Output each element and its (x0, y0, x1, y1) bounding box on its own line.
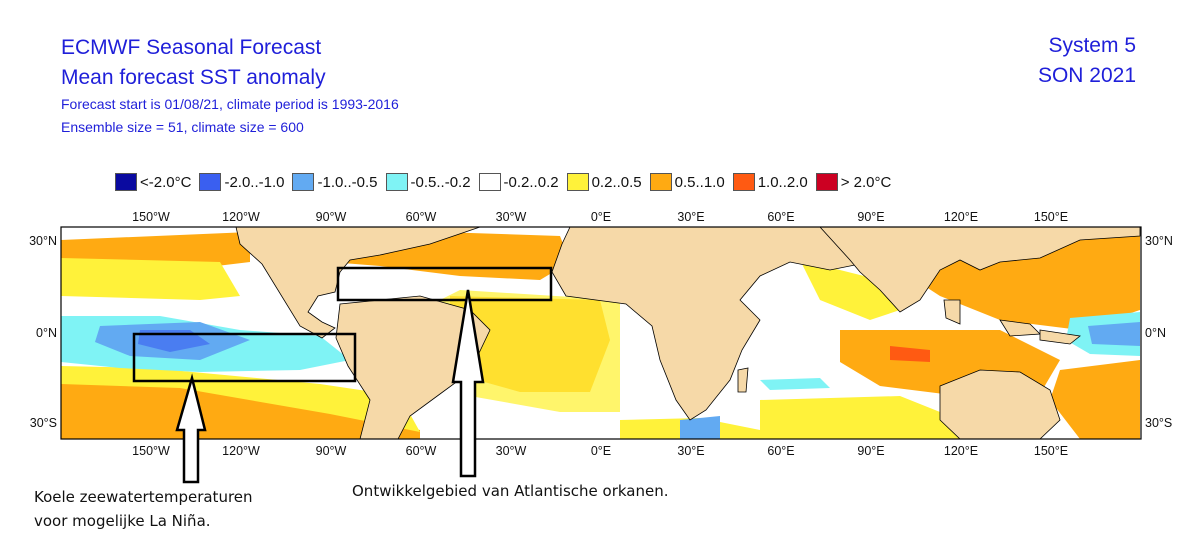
la-nina-box (132, 332, 357, 383)
new-guinea (1039, 329, 1081, 345)
legend-swatch (478, 173, 501, 191)
lat-tick-label: 30°S (30, 416, 57, 430)
highlight-boxes (132, 266, 553, 383)
longitude-labels-top: 150°W 120°W 90°W 60°W 30°W 0°E 30°E 60°E 90°E 120… (132, 210, 1068, 224)
legend-label: -1.0..-0.5 (317, 173, 378, 191)
lon-tick-label: 30°W (496, 444, 527, 458)
lon-tick-label: 0°E (591, 444, 611, 458)
anomaly-patch (760, 378, 830, 390)
lon-tick-label: 90°E (857, 210, 884, 224)
color-legend: <-2.0°C -2.0..-1.0 -1.0..-0.5 -0.5..-0.2 -0.… (115, 172, 899, 192)
legend-label: > 2.0°C (840, 173, 892, 191)
legend-label: -0.5..-0.2 (410, 173, 471, 191)
legend-item: <-2.0°C (115, 173, 191, 191)
legend-label: 1.0..2.0 (757, 173, 808, 191)
legend-swatch (385, 173, 408, 191)
subtitle-forecast-start: Forecast start is 01/08/21, climate peri… (61, 96, 399, 112)
lon-tick-label: 120°W (222, 210, 260, 224)
legend-label: 0.5..1.0 (674, 173, 725, 191)
lon-tick-label: 150°E (1034, 444, 1068, 458)
lon-tick-label: 120°E (944, 444, 978, 458)
legend-swatch (199, 173, 222, 191)
legend-item: 1.0..2.0 (732, 173, 808, 191)
anomaly-patch (61, 378, 420, 439)
legend-label: -0.2..0.2 (503, 173, 559, 191)
lat-tick-label: 0°N (36, 326, 57, 340)
hurricane-note: Ontwikkelgebied van Atlantische orkanen. (352, 482, 669, 500)
legend-item: -0.2..0.2 (478, 173, 559, 191)
la-nina-note-line-1: Koele zeewatertemperaturen (34, 488, 253, 506)
lon-tick-label: 30°E (677, 444, 704, 458)
lon-tick-label: 60°E (767, 210, 794, 224)
land-masses (235, 227, 1141, 439)
legend-item: -0.5..-0.2 (385, 173, 471, 191)
lon-tick-label: 90°W (316, 444, 347, 458)
lon-tick-label: 90°W (316, 210, 347, 224)
anomaly-patch (890, 346, 930, 362)
subtitle-ensemble-size: Ensemble size = 51, climate size = 600 (61, 119, 304, 135)
madagascar (737, 367, 749, 393)
lon-tick-label: 60°W (406, 210, 437, 224)
anomaly-patch (61, 366, 420, 432)
legend-label: -2.0..-1.0 (224, 173, 285, 191)
la-nina-arrow (175, 373, 207, 484)
lon-tick-label: 120°W (222, 444, 260, 458)
anomaly-patch (800, 260, 900, 320)
lon-tick-label: 60°E (767, 444, 794, 458)
north-america (235, 227, 481, 339)
lat-tick-label: 0°N (1145, 326, 1166, 340)
atlantic-hurricane-box (336, 266, 553, 302)
lat-tick-label: 30°N (1145, 234, 1173, 248)
lon-tick-label: 150°E (1034, 210, 1068, 224)
lon-tick-label: 90°E (857, 444, 884, 458)
lon-tick-label: 60°W (406, 444, 437, 458)
australia (939, 369, 1061, 439)
legend-swatch (815, 173, 838, 191)
anomaly-patch (1050, 360, 1140, 439)
legend-swatch (292, 173, 315, 191)
lat-tick-label: 30°S (1145, 416, 1172, 430)
longitude-labels-bottom: 150°W 120°W 90°W 60°W 30°W 0°E 30°E 60°E 90°E 120… (132, 444, 1068, 458)
la-nina-note-line-2: voor mogelijke La Niña. (34, 512, 211, 530)
anomaly-fields (61, 232, 1140, 439)
legend-item: > 2.0°C (815, 173, 892, 191)
latitude-labels-left: 30°N 0°N 30°S (29, 234, 57, 430)
lon-tick-label: 0°E (591, 210, 611, 224)
anomaly-patch (61, 258, 240, 300)
legend-swatch (732, 173, 755, 191)
hurricane-arrow (451, 289, 485, 478)
anomaly-patch (760, 396, 1000, 439)
title-line-1: ECMWF Seasonal Forecast (61, 36, 322, 59)
legend-label: <-2.0°C (140, 173, 192, 191)
legend-swatch (115, 173, 137, 191)
map-frame (60, 226, 1142, 440)
period-label: SON 2021 (1037, 64, 1136, 87)
lon-tick-label: 120°E (944, 210, 978, 224)
lat-tick-label: 30°N (29, 234, 57, 248)
legend-item: -1.0..-0.5 (292, 173, 378, 191)
anomaly-patch (1088, 322, 1140, 346)
legend-item: -2.0..-1.0 (199, 173, 284, 191)
indochina (943, 299, 961, 325)
latitude-labels-right: 30°N 0°N 30°S (1145, 234, 1173, 430)
anomaly-patch (440, 290, 620, 412)
lon-tick-label: 150°W (132, 444, 170, 458)
legend-swatch (566, 173, 589, 191)
title-line-2: Mean forecast SST anomaly (61, 66, 326, 89)
lon-tick-label: 30°E (677, 210, 704, 224)
legend-label: 0.2..0.5 (591, 173, 642, 191)
system-label: System 5 (1048, 34, 1136, 57)
legend-swatch (649, 173, 672, 191)
anomaly-patch (680, 416, 720, 439)
lon-tick-label: 150°W (132, 210, 170, 224)
anomaly-patch (138, 330, 210, 352)
legend-item: 0.5..1.0 (649, 173, 725, 191)
legend-item: 0.2..0.5 (566, 173, 642, 191)
asia (819, 227, 1141, 313)
lon-tick-label: 30°W (496, 210, 527, 224)
